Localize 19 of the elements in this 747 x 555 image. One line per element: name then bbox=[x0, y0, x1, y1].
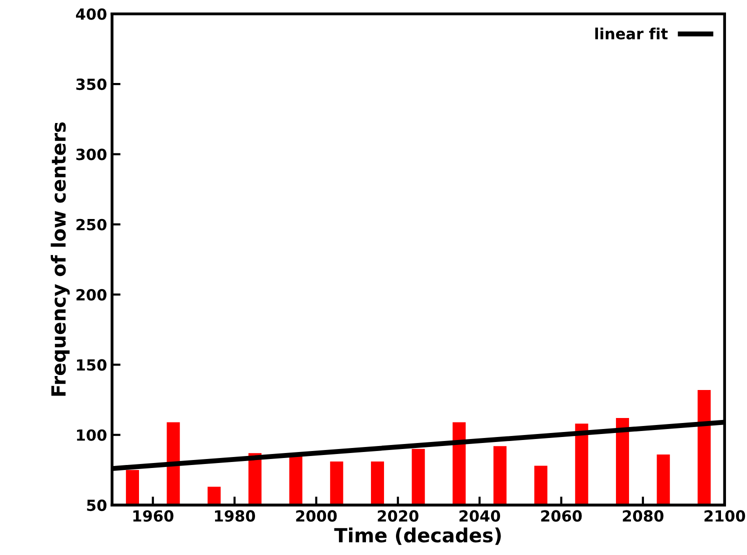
x-tick-label: 2020 bbox=[378, 510, 418, 522]
y-axis-title: Frequency of low centers bbox=[50, 122, 70, 396]
y-tick-label: 200 bbox=[76, 289, 106, 301]
x-tick-label: 2060 bbox=[541, 510, 582, 522]
x-tick-label: 1980 bbox=[215, 510, 256, 522]
x-tick-label: 2080 bbox=[622, 510, 664, 522]
y-tick-label: 350 bbox=[76, 78, 106, 90]
y-tick-label: 50 bbox=[87, 500, 106, 512]
y-tick-label: 400 bbox=[76, 8, 106, 20]
y-tick-label: 250 bbox=[76, 218, 106, 230]
legend-label: linear fit bbox=[595, 28, 668, 40]
x-tick-label: 2040 bbox=[460, 510, 500, 522]
x-tick-label: 2000 bbox=[296, 510, 337, 522]
y-tick-label: 150 bbox=[77, 359, 106, 371]
x-tick-label: 1960 bbox=[133, 510, 174, 522]
x-tick-label: 2100 bbox=[704, 510, 746, 522]
y-tick-label: 300 bbox=[76, 148, 106, 160]
x-axis-title: Time (decades) bbox=[334, 527, 501, 545]
y-tick-label: 100 bbox=[77, 429, 106, 441]
